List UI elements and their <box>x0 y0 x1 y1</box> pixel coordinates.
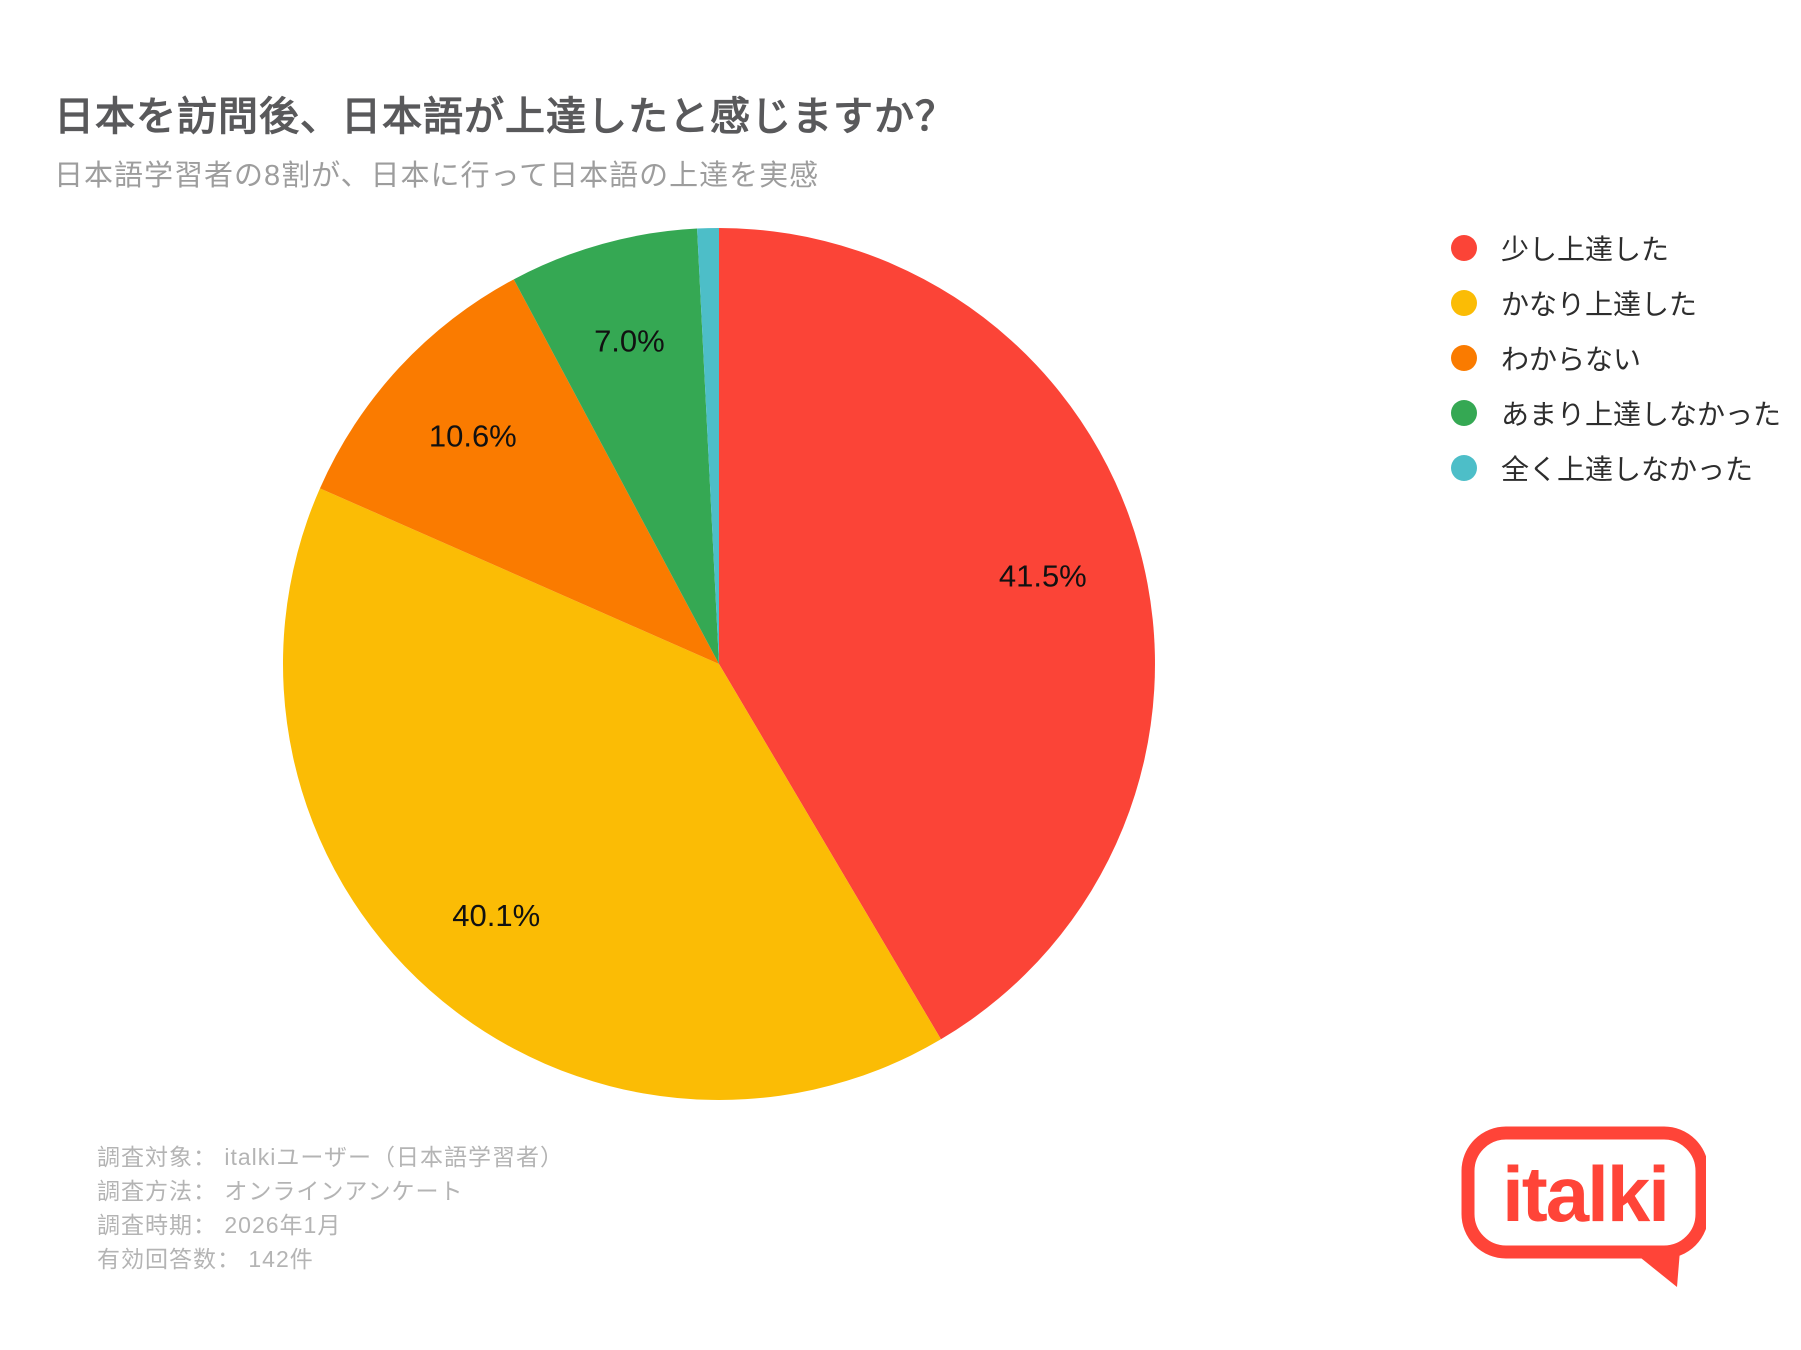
legend-label-2: わからない <box>1501 343 1642 375</box>
chart-subtitle: 日本語学習者の8割が、日本に行って日本語の上達を実感 <box>54 160 820 192</box>
legend-dot-3 <box>1451 399 1477 426</box>
italki-logo-text: italki <box>1502 1150 1668 1238</box>
footnote-survey-target: 調査対象： italkiユーザー（日本語学習者） <box>97 1144 564 1170</box>
italki-logo: italki <box>1461 1126 1706 1287</box>
legend-dot-0 <box>1451 234 1477 261</box>
legend-item-3: あまり上達しなかった <box>1451 385 1781 440</box>
pie-slice-2 <box>319 279 719 664</box>
legend-dot-2 <box>1451 344 1477 371</box>
legend-item-0: 少し上達した <box>1451 220 1781 275</box>
footnote-survey-period: 調査時期： 2026年1月 <box>97 1212 342 1238</box>
survey-footnotes: 調査対象： italkiユーザー（日本語学習者） 調査方法： オンラインアンケー… <box>97 1140 564 1276</box>
pie-chart: 41.5% 40.1% 10.6% 7.0% <box>282 228 1155 1100</box>
legend-item-1: かなり上達した <box>1451 275 1781 330</box>
pie-slice-4 <box>697 228 719 664</box>
legend-label-3: あまり上達しなかった <box>1501 398 1782 430</box>
pie-slice-1 <box>282 488 941 1100</box>
chart-legend: 少し上達した かなり上達した わからないあまり上達しなかった 全く上達しなかった <box>1451 220 1781 495</box>
legend-dot-1 <box>1451 289 1477 316</box>
slice-label-0: 41.5% <box>999 558 1087 593</box>
legend-label-1: かなり上達した <box>1501 288 1698 320</box>
legend-item-2: わからない <box>1451 330 1781 385</box>
legend-item-4: 全く上達しなかった <box>1451 440 1781 495</box>
footnote-survey-method: 調査方法： オンラインアンケート <box>97 1178 464 1204</box>
slice-label-2: 10.6% <box>429 419 517 454</box>
legend-dot-4 <box>1451 454 1477 481</box>
legend-label-4: 全く上達しなかった <box>1501 453 1754 485</box>
footnote-valid-responses: 有効回答数： 142件 <box>97 1246 314 1272</box>
italki-logo-bubble <box>1461 1126 1706 1259</box>
pie-slice-3 <box>513 228 719 665</box>
slice-label-3: 7.0% <box>594 324 665 359</box>
chart-title: 日本を訪問後、日本語が上達したと感じますか？ <box>54 95 956 139</box>
pie-slice-0 <box>719 228 1155 1040</box>
slice-label-1: 40.1% <box>452 898 540 933</box>
legend-label-0: 少し上達した <box>1501 233 1670 265</box>
